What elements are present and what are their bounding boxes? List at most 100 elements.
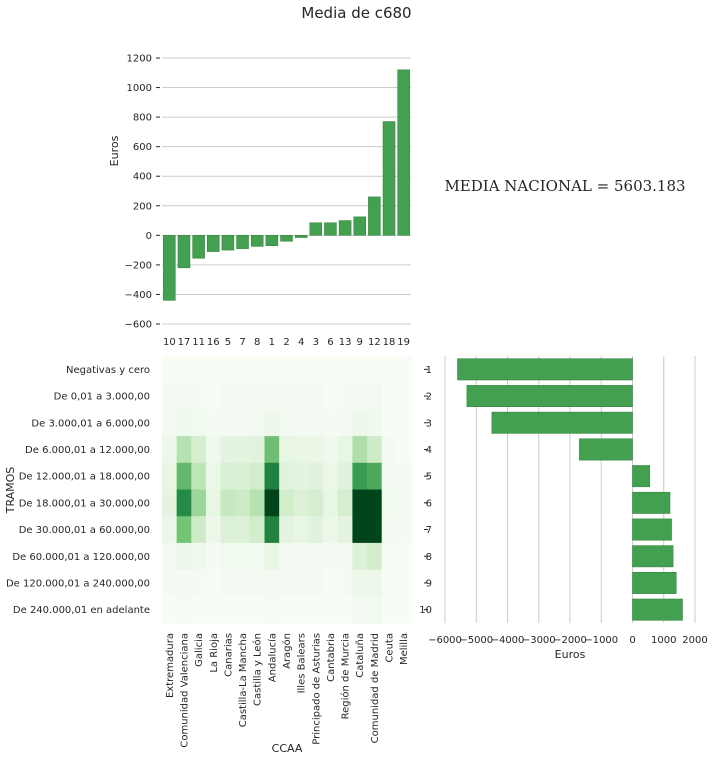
heatmap-cell [381, 356, 397, 384]
heatmap-cell [162, 489, 178, 517]
heatmap-cell [293, 569, 309, 597]
heatmap-cell [249, 516, 266, 544]
right-xtick-label: 0 [629, 635, 635, 646]
heatmap-cell [396, 569, 412, 597]
heatmap-cell [205, 569, 222, 597]
heatmap-cell [176, 489, 192, 517]
right-ytick-label: 8 [426, 552, 432, 563]
heatmap-cell [367, 516, 383, 544]
heatmap-cell [337, 516, 353, 544]
heatmap-cell [323, 489, 339, 517]
heatmap-cell [205, 356, 222, 384]
right-bar [632, 572, 677, 594]
heatmap-col-label: Cantabria [326, 633, 337, 682]
heatmap-cell [249, 462, 266, 490]
heatmap-ylabel: TRAMOS [4, 467, 17, 515]
heatmap-cell [264, 409, 280, 437]
heatmap-row-label: De 60.000,01 a 120.000,00 [12, 552, 150, 563]
top-xtick-label: 12 [368, 337, 381, 348]
top-bar [280, 235, 293, 242]
heatmap-cell [220, 569, 236, 597]
heatmap-row-label: De 3.000,01 a 6.000,00 [31, 418, 150, 429]
heatmap-cell [367, 596, 383, 624]
heatmap-row-label: De 18.000,01 a 30.000,00 [19, 498, 150, 509]
top-bar [309, 222, 323, 236]
top-bar [163, 235, 176, 301]
top-xtick-label: 11 [192, 337, 205, 348]
top-bar [265, 235, 279, 246]
heatmap-cell [279, 569, 295, 597]
heatmap-col-label: Melilla [399, 633, 410, 665]
heatmap-cell [264, 382, 280, 410]
heatmap-cell [249, 542, 266, 571]
top-bar [250, 235, 264, 247]
heatmap-cell [264, 516, 280, 544]
heatmap-cell [220, 542, 236, 571]
top-xtick-label: 18 [383, 337, 396, 348]
heatmap-cell [191, 596, 207, 624]
heatmap-cell [235, 356, 251, 384]
heatmap-cell [293, 516, 309, 544]
heatmap-cell [162, 516, 178, 544]
heatmap-cell [367, 356, 383, 384]
heatmap-cell [235, 489, 251, 517]
top-bar [338, 220, 352, 236]
heatmap-cell [191, 542, 207, 571]
heatmap-cell [352, 462, 368, 490]
top-bar [294, 235, 308, 238]
heatmap-cell [279, 436, 295, 464]
heatmap-cell [396, 436, 412, 464]
heatmap-cell [220, 436, 236, 464]
heatmap-cell [191, 356, 207, 384]
heatmap-cell [279, 462, 295, 490]
heatmap-cell [367, 542, 383, 571]
heatmap-cell [220, 489, 236, 517]
top-xtick-label: 17 [178, 337, 191, 348]
right-xtick-label: −6000 [428, 635, 462, 646]
top-bar [177, 235, 191, 269]
top-ytick-label: 400 [133, 172, 152, 183]
right-bar-chart: −6000−5000−4000−3000−2000−1000 0 1000 2000 1… [419, 356, 708, 661]
heatmap-cell [396, 462, 412, 490]
heatmap-cell [396, 542, 412, 571]
heatmap-col-label: Cataluña [355, 633, 366, 678]
top-ytick-label: 800 [133, 113, 152, 124]
top-bar [397, 69, 410, 236]
right-ytick-label: 6 [426, 498, 432, 509]
heatmap-cell [293, 596, 309, 624]
right-ytick-label: 10 [419, 605, 432, 616]
right-ytick-label: 2 [426, 392, 432, 403]
heatmap-row-label: De 30.000,01 a 60.000,00 [19, 525, 150, 536]
heatmap-cell [264, 489, 280, 517]
heatmap-cell [205, 462, 222, 490]
heatmap-cell [308, 542, 324, 571]
top-ytick-label: 1200 [127, 54, 152, 65]
top-xtick-label: 10 [163, 337, 176, 348]
top-bar [221, 235, 235, 251]
heatmap-cell [176, 409, 192, 437]
heatmap-cell [264, 436, 280, 464]
heatmap-cell [337, 409, 353, 437]
heatmap-cell [381, 596, 397, 624]
heatmap-cell [176, 569, 192, 597]
heatmap-cell [162, 382, 178, 410]
heatmap-cell [352, 382, 368, 410]
heatmap-cell [235, 516, 251, 544]
heatmap-cell [381, 462, 397, 490]
heatmap-chart: Negativas y cero De 0,01 a 3.000,00 De 3.0… [4, 356, 412, 755]
heatmap-col-label: La Rioja [209, 633, 220, 673]
heatmap-cell [308, 462, 324, 490]
heatmap-cell [381, 382, 397, 410]
heatmap-cell [337, 569, 353, 597]
heatmap-cell [293, 462, 309, 490]
heatmap-col-label: Galicia [194, 633, 205, 667]
heatmap-cell [162, 596, 178, 624]
top-bar [236, 235, 249, 249]
heatmap-cell [249, 356, 266, 384]
heatmap-cell [367, 569, 383, 597]
heatmap-cell [323, 596, 339, 624]
heatmap-cell [264, 569, 280, 597]
heatmap-cell [381, 542, 397, 571]
heatmap-cell [381, 409, 397, 437]
